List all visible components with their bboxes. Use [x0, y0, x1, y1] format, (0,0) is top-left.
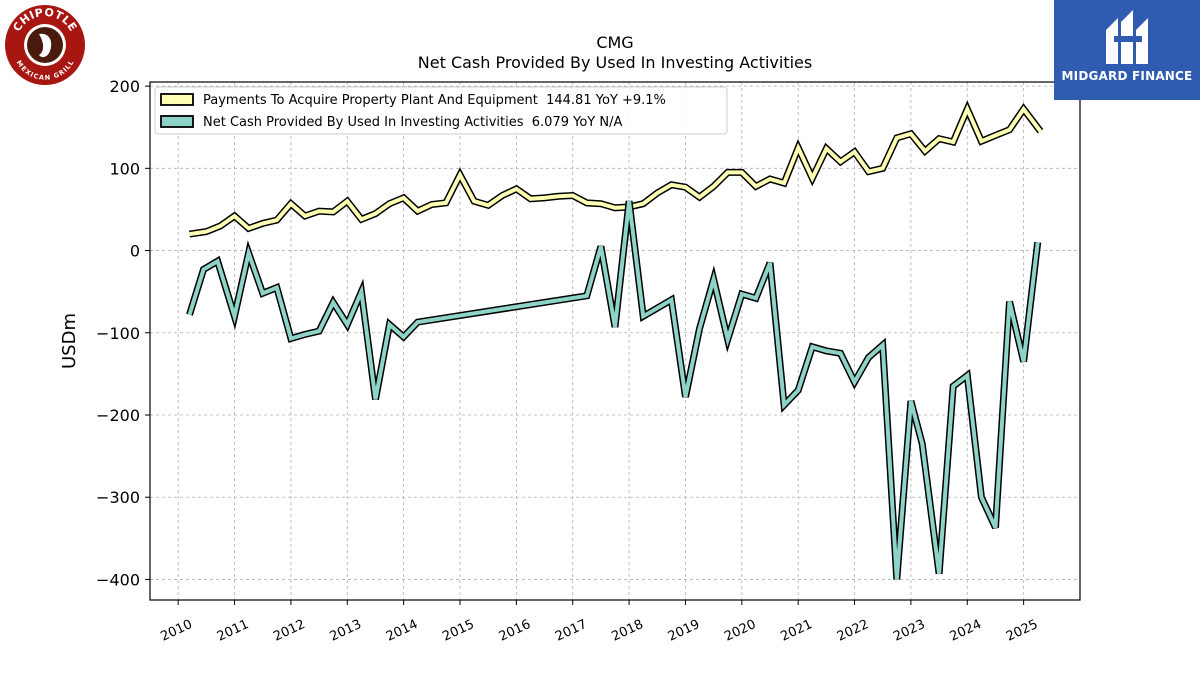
midgard-finance-logo: MIDGARD FINANCE — [1054, 0, 1200, 100]
chipotle-logo: CHIPOTLE MEXICAN GRILL — [5, 5, 85, 85]
x-tick-label: 2012 — [271, 617, 307, 645]
x-tick-label: 2025 — [1004, 617, 1040, 645]
x-tick-label: 2013 — [328, 617, 364, 645]
legend-swatch-series-2 — [160, 115, 194, 128]
y-tick-label: −400 — [96, 570, 140, 589]
x-tick-label: 2011 — [215, 617, 251, 645]
series-1-line — [189, 104, 1043, 237]
x-tick-label: 2017 — [553, 617, 589, 645]
grid-lines — [150, 82, 1080, 600]
y-tick-label: 100 — [109, 159, 140, 178]
x-tick-label: 2023 — [891, 617, 927, 645]
x-tick-label: 2024 — [948, 617, 984, 645]
brand-name: MIDGARD FINANCE — [1061, 69, 1193, 83]
legend-swatch-series-1 — [160, 93, 194, 106]
y-axis-label: USDm — [59, 313, 80, 369]
y-tick-label: 0 — [130, 242, 140, 261]
chart-title: CMG — [596, 33, 633, 52]
y-axis: 200 100 0 −100 −200 −300 −400 — [96, 77, 150, 589]
y-tick-label: −200 — [96, 406, 140, 425]
pepper-icon — [39, 33, 52, 58]
legend-label-series-1: Payments To Acquire Property Plant And E… — [203, 93, 666, 108]
midgard-emblem-icon — [1106, 10, 1148, 64]
x-tick-label: 2015 — [440, 617, 476, 645]
y-tick-label: −100 — [96, 324, 140, 343]
legend: Payments To Acquire Property Plant And E… — [154, 86, 728, 135]
y-tick-label: 200 — [109, 77, 140, 96]
legend-label-series-2: Net Cash Provided By Used In Investing A… — [203, 115, 622, 130]
series-lines — [186, 100, 1044, 580]
y-tick-label: −300 — [96, 488, 140, 507]
x-tick-label: 2021 — [779, 617, 815, 645]
plot-area-frame — [149, 81, 1081, 601]
legend-box — [154, 86, 728, 135]
x-tick-label: 2020 — [722, 617, 758, 645]
x-tick-label: 2018 — [609, 617, 645, 645]
series-2-outline — [186, 200, 1042, 580]
x-tick-label: 2022 — [835, 617, 871, 645]
series-2-line — [187, 200, 1040, 580]
chart-subtitle: Net Cash Provided By Used In Investing A… — [418, 53, 812, 72]
x-tick-label: 2016 — [497, 617, 533, 645]
x-tick-label: 2010 — [159, 617, 195, 645]
x-axis: 2010 2011 2012 2013 2014 2015 2016 2017 2018 2019… — [159, 600, 1040, 645]
x-tick-label: 2019 — [666, 617, 702, 645]
x-tick-label: 2014 — [384, 617, 420, 645]
